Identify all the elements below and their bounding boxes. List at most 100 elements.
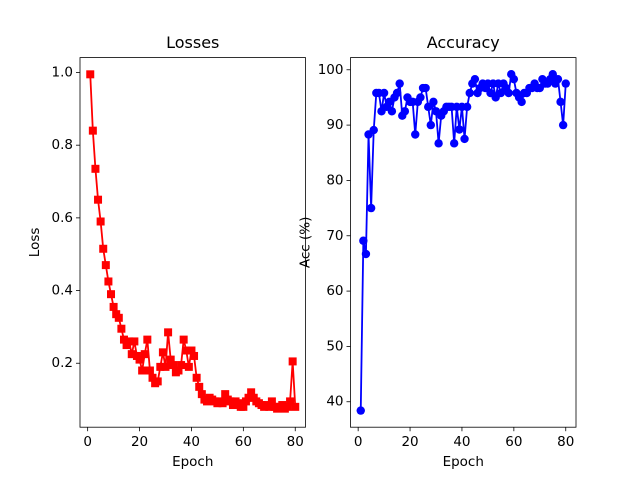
subplot-title: Accuracy	[427, 33, 500, 52]
x-tick-label: 60	[235, 434, 252, 450]
marker	[195, 382, 204, 391]
marker	[400, 107, 410, 116]
marker	[421, 83, 430, 93]
x-tick-label: 20	[131, 434, 148, 450]
marker	[197, 390, 206, 399]
y-tick-label: 0.4	[52, 283, 73, 299]
marker	[517, 97, 526, 107]
marker	[395, 79, 404, 88]
x-tick-label: 20	[401, 434, 418, 450]
marker	[411, 130, 420, 139]
marker	[177, 361, 186, 370]
marker	[187, 346, 196, 355]
subplot: Accuracy Epoch Acc (%) 0 20 40 60 80 40 50 60 70 80 9…	[298, 33, 577, 470]
x-axis-label: Epoch	[172, 454, 213, 470]
marker	[114, 313, 123, 322]
subplot-title: Losses	[166, 33, 219, 52]
marker	[192, 373, 201, 382]
x-tick-label: 40	[453, 434, 470, 450]
marker	[166, 355, 175, 364]
marker	[107, 290, 116, 299]
marker	[460, 134, 469, 144]
y-tick-label: 0.2	[52, 355, 73, 371]
y-axis-label: Loss	[27, 228, 43, 258]
marker	[426, 120, 436, 130]
y-tick-label: 70	[326, 228, 343, 244]
marker	[455, 125, 464, 134]
x-tick-label: 40	[183, 434, 200, 450]
marker	[553, 74, 563, 84]
marker	[94, 195, 103, 204]
marker	[424, 102, 433, 112]
marker	[283, 402, 292, 411]
marker	[392, 88, 402, 98]
marker	[470, 74, 480, 84]
marker	[218, 399, 227, 408]
y-tick-label: 40	[326, 394, 343, 410]
y-tick-label: 50	[326, 338, 343, 354]
x-tick-label: 0	[83, 434, 92, 450]
y-tick-label: 80	[326, 172, 343, 188]
y-axis-label: Acc (%)	[298, 217, 314, 269]
marker	[387, 107, 397, 116]
marker	[88, 126, 97, 135]
marker	[244, 393, 253, 402]
marker	[127, 350, 136, 359]
y-tick-label: 1.0	[52, 65, 73, 81]
marker	[416, 93, 425, 102]
marker	[366, 203, 376, 213]
marker	[101, 261, 110, 270]
marker	[148, 373, 157, 382]
marker	[156, 362, 165, 371]
marker	[509, 74, 519, 84]
y-tick-label: 0.6	[52, 210, 73, 226]
marker	[138, 366, 147, 375]
marker	[184, 362, 193, 371]
marker	[496, 88, 506, 98]
marker	[169, 361, 178, 370]
marker	[190, 351, 199, 360]
x-tick-label: 80	[287, 434, 304, 450]
marker	[359, 236, 368, 245]
marker	[361, 249, 371, 259]
marker	[182, 346, 191, 355]
marker	[462, 102, 472, 112]
marker	[265, 402, 274, 411]
marker	[434, 139, 443, 148]
marker	[221, 390, 230, 399]
x-tick-label: 60	[505, 434, 522, 450]
marker	[449, 139, 459, 148]
marker	[556, 97, 565, 107]
marker	[158, 348, 167, 357]
marker	[135, 355, 144, 364]
marker	[125, 337, 134, 346]
marker	[356, 406, 365, 415]
marker	[164, 328, 173, 337]
marker	[117, 324, 126, 333]
marker	[465, 88, 474, 98]
x-tick-label: 0	[354, 434, 363, 450]
marker	[267, 397, 276, 406]
marker	[179, 335, 188, 344]
marker	[91, 164, 100, 173]
marker	[174, 366, 183, 375]
y-tick-label: 100	[318, 62, 344, 78]
marker	[504, 88, 513, 98]
y-tick-label: 0.8	[52, 137, 73, 153]
y-tick-label: 60	[326, 283, 343, 299]
x-axis-label: Epoch	[443, 454, 484, 470]
marker	[291, 402, 300, 411]
marker	[96, 217, 105, 226]
marker	[119, 335, 128, 344]
x-tick-label: 80	[557, 434, 574, 450]
subplot: Losses Epoch Loss 0 20 40 60 80 0.2 0.4 0.6 0.8 1.0	[27, 33, 306, 470]
marker	[109, 302, 118, 311]
marker	[161, 362, 170, 371]
marker	[86, 70, 95, 79]
y-tick-label: 90	[326, 117, 343, 133]
axes-frame	[79, 57, 306, 428]
marker	[548, 69, 557, 79]
marker	[247, 388, 256, 397]
marker	[379, 88, 389, 98]
